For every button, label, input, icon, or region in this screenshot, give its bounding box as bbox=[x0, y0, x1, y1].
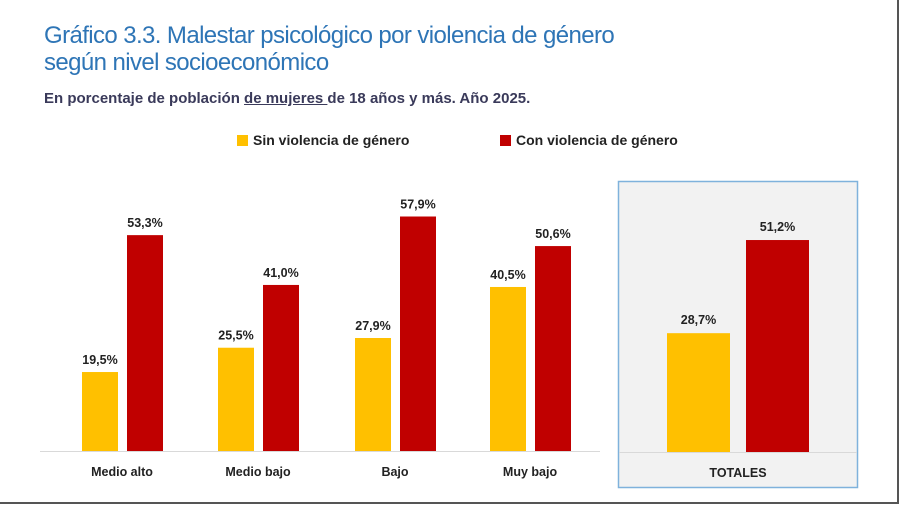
data-label: 41,0% bbox=[263, 266, 298, 280]
title-line-2: según nivel socioeconómico bbox=[44, 49, 329, 76]
bar-con-1 bbox=[263, 284, 299, 451]
legend-item-sin: Sin violencia de género bbox=[237, 132, 409, 148]
data-label: 40,5% bbox=[490, 268, 525, 282]
bar-sin-2 bbox=[355, 338, 391, 451]
bar-con-3 bbox=[535, 246, 571, 451]
x-tick-label: Bajo bbox=[381, 465, 408, 479]
totals-data-label: 28,7% bbox=[681, 313, 716, 327]
x-tick-label: Muy bajo bbox=[503, 465, 558, 479]
subtitle-text-end: de 18 años y más. Año 2025. bbox=[327, 90, 531, 107]
bar-sin-1 bbox=[218, 347, 254, 451]
totals-tick-label: TOTALES bbox=[709, 466, 766, 480]
title-line-1: Gráfico 3.3. Malestar psicológico por vi… bbox=[44, 22, 615, 49]
bar-sin-3 bbox=[490, 286, 526, 451]
subtitle-underlined: de mujeres bbox=[244, 90, 328, 107]
chart-subtitle: En porcentaje de población de mujeres de… bbox=[44, 90, 530, 107]
data-label: 50,6% bbox=[535, 227, 570, 241]
totals-panel bbox=[617, 180, 859, 489]
data-label: 57,9% bbox=[400, 198, 435, 212]
bar-con-2 bbox=[400, 216, 436, 451]
subtitle-text: En porcentaje de población bbox=[44, 90, 245, 107]
x-tick-label: Medio bajo bbox=[225, 465, 291, 479]
data-label: 19,5% bbox=[82, 353, 117, 367]
x-tick-label: Medio alto bbox=[91, 465, 153, 479]
bar-sin-0 bbox=[82, 372, 118, 451]
legend-swatch-red bbox=[500, 134, 511, 146]
data-label: 53,3% bbox=[127, 216, 162, 230]
totals-data-label: 51,2% bbox=[760, 220, 795, 234]
legend-label: Con violencia de género bbox=[516, 132, 678, 148]
chart-title: Gráfico 3.3. Malestar psicológico por vi… bbox=[44, 22, 615, 76]
data-label: 25,5% bbox=[218, 329, 253, 343]
bar-con-0 bbox=[127, 235, 163, 451]
totals-bar-sin bbox=[667, 333, 730, 452]
legend-item-con: Con violencia de género bbox=[500, 132, 678, 148]
totals-bar-con bbox=[746, 240, 809, 452]
legend-swatch-yellow bbox=[237, 134, 248, 146]
data-label: 27,9% bbox=[355, 319, 390, 333]
legend-label: Sin violencia de género bbox=[253, 132, 410, 148]
